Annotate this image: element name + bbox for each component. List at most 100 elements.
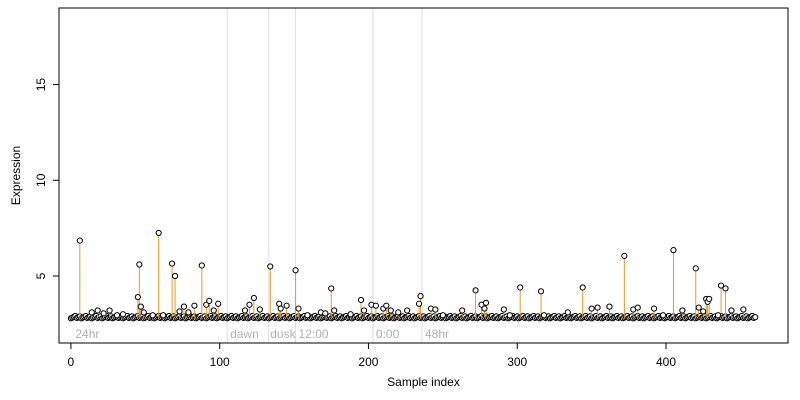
annotation-label: 12:00 xyxy=(299,327,329,341)
baseline-layer xyxy=(67,312,759,322)
y-axis-title: Expression xyxy=(9,146,23,205)
y-axis: 5 10 15 xyxy=(34,78,60,279)
data-point xyxy=(415,300,423,307)
data-point xyxy=(94,307,101,314)
data-point xyxy=(417,293,424,300)
x-tick-label: 300 xyxy=(507,355,527,369)
data-point xyxy=(304,312,311,319)
data-point xyxy=(387,307,394,314)
data-point xyxy=(256,306,263,313)
data-point xyxy=(88,309,95,316)
data-point xyxy=(537,288,545,295)
data-point xyxy=(728,307,735,314)
x-tick-label: 100 xyxy=(210,355,230,369)
data-point xyxy=(395,309,402,316)
annotation-label: 24hr xyxy=(75,327,99,341)
data-point xyxy=(328,285,335,292)
data-point xyxy=(331,307,338,314)
data-point xyxy=(191,302,198,309)
data-point xyxy=(740,306,747,313)
data-point xyxy=(481,305,488,312)
data-point xyxy=(564,309,571,316)
data-point xyxy=(206,297,213,304)
data-point xyxy=(651,305,658,312)
data-point xyxy=(383,302,390,309)
data-point xyxy=(176,308,183,315)
data-point xyxy=(360,307,368,314)
data-point xyxy=(215,300,222,307)
data-point xyxy=(171,272,179,280)
annotation-label: dawn xyxy=(230,327,259,341)
data-point xyxy=(517,284,524,291)
data-point xyxy=(372,302,379,309)
data-point xyxy=(404,307,411,314)
data-point xyxy=(106,307,113,314)
data-point xyxy=(588,305,595,312)
x-tick-label: 0 xyxy=(68,355,75,369)
stems-layer xyxy=(79,232,744,318)
data-point xyxy=(136,261,143,268)
data-point xyxy=(695,304,702,311)
data-point xyxy=(700,308,707,315)
data-point xyxy=(722,285,729,292)
data-point xyxy=(160,312,167,319)
data-point xyxy=(250,294,257,302)
y-tick-label: 5 xyxy=(34,272,48,279)
data-point xyxy=(500,306,507,313)
data-point xyxy=(692,265,699,272)
data-point xyxy=(198,262,205,269)
data-point xyxy=(246,301,253,308)
data-point xyxy=(168,260,176,267)
annotation-label: 48hr xyxy=(425,327,449,341)
data-point xyxy=(295,305,302,312)
annotation-label: dusk xyxy=(270,327,296,341)
data-point xyxy=(267,263,274,270)
data-point xyxy=(439,312,446,319)
data-point xyxy=(472,287,479,294)
data-point xyxy=(180,303,188,310)
data-point xyxy=(137,303,144,310)
data-point xyxy=(659,312,667,319)
x-tick-label: 200 xyxy=(358,355,378,369)
data-point xyxy=(459,307,466,314)
data-point xyxy=(241,307,249,314)
data-point xyxy=(482,299,490,306)
data-point xyxy=(714,312,722,319)
data-point xyxy=(140,309,147,316)
y-tick-label: 15 xyxy=(34,78,48,92)
data-point xyxy=(322,310,329,317)
data-point xyxy=(594,304,601,311)
data-point xyxy=(432,306,439,313)
data-point xyxy=(155,229,162,237)
data-point xyxy=(717,282,725,289)
x-axis: 0 100 200 300 400 xyxy=(68,342,676,369)
data-point xyxy=(579,284,586,291)
y-tick-label: 10 xyxy=(34,173,48,187)
plot-frame xyxy=(58,7,789,344)
baseline-point xyxy=(752,314,759,321)
data-point xyxy=(210,307,217,314)
data-point xyxy=(134,293,141,301)
data-point xyxy=(347,311,354,318)
data-point xyxy=(540,312,548,319)
data-point xyxy=(113,312,121,319)
data-point xyxy=(149,312,156,319)
data-point xyxy=(119,311,127,318)
data-point xyxy=(606,303,613,310)
data-point xyxy=(670,247,677,254)
data-point xyxy=(283,302,290,309)
data-point xyxy=(277,305,284,312)
data-point xyxy=(100,310,107,317)
points-layer xyxy=(76,229,747,319)
data-point xyxy=(292,267,299,274)
annotation-label: 0:00 xyxy=(376,327,400,341)
data-point xyxy=(621,252,628,259)
separators-layer xyxy=(226,8,423,343)
x-axis-title: Sample index xyxy=(387,375,460,389)
data-point xyxy=(706,295,713,303)
data-point xyxy=(679,307,686,314)
data-point xyxy=(76,237,83,244)
data-point xyxy=(506,312,513,319)
